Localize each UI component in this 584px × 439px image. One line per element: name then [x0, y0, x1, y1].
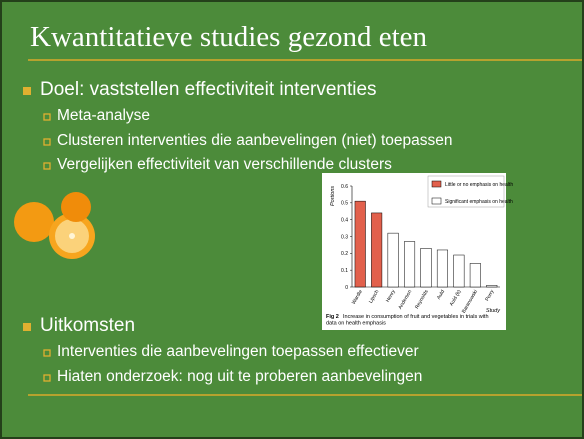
bullet-marker — [23, 87, 31, 95]
y-tick-label: 0.6 — [341, 184, 348, 190]
title: Kwantitatieve studies gezond eten — [30, 21, 428, 53]
legend-swatch — [432, 181, 441, 187]
sub-bullet: Hiaten onderzoek: nog uit te proberen aa… — [57, 368, 422, 385]
sub-bullet: Vergelijken effectiviteit van verschille… — [57, 156, 392, 173]
sub-bullet: Clusteren interventies die aanbevelingen… — [57, 132, 453, 149]
bar — [371, 213, 382, 287]
bullet: Doel: vaststellen effectiviteit interven… — [40, 79, 377, 100]
bar — [487, 285, 498, 287]
bar — [470, 263, 481, 287]
caption-line: Increase in consumption of fruit and veg… — [343, 314, 489, 320]
y-tick-label: 0.1 — [341, 268, 348, 274]
y-tick-label: 0.5 — [341, 201, 348, 207]
y-axis-label: Portions — [330, 186, 336, 206]
bar — [437, 250, 448, 287]
sub-bullet: Meta-analyse — [57, 107, 150, 124]
bar — [355, 201, 366, 287]
y-tick-label: 0.3 — [341, 234, 348, 240]
legend-label: Little or no emphasis on health — [445, 182, 513, 188]
y-tick-label: 0.4 — [341, 217, 348, 223]
bar — [421, 248, 432, 287]
bullet: Uitkomsten — [40, 315, 135, 336]
y-tick-label: 0.2 — [341, 251, 348, 257]
bar — [454, 255, 465, 287]
y-tick-label: 0 — [345, 285, 348, 291]
slide: Kwantitatieve studies gezond eten 0 0.1 0.… — [0, 0, 584, 439]
bar — [388, 233, 399, 287]
bullet-marker — [23, 323, 31, 331]
legend-swatch — [432, 198, 441, 204]
legend-label: Significant emphasis on health — [445, 199, 513, 205]
caption-label: Fig 2 — [326, 314, 339, 320]
caption-line: data on health emphasis — [326, 321, 386, 327]
bar — [404, 242, 415, 287]
sub-bullet: Interventies die aanbevelingen toepassen… — [57, 343, 419, 360]
